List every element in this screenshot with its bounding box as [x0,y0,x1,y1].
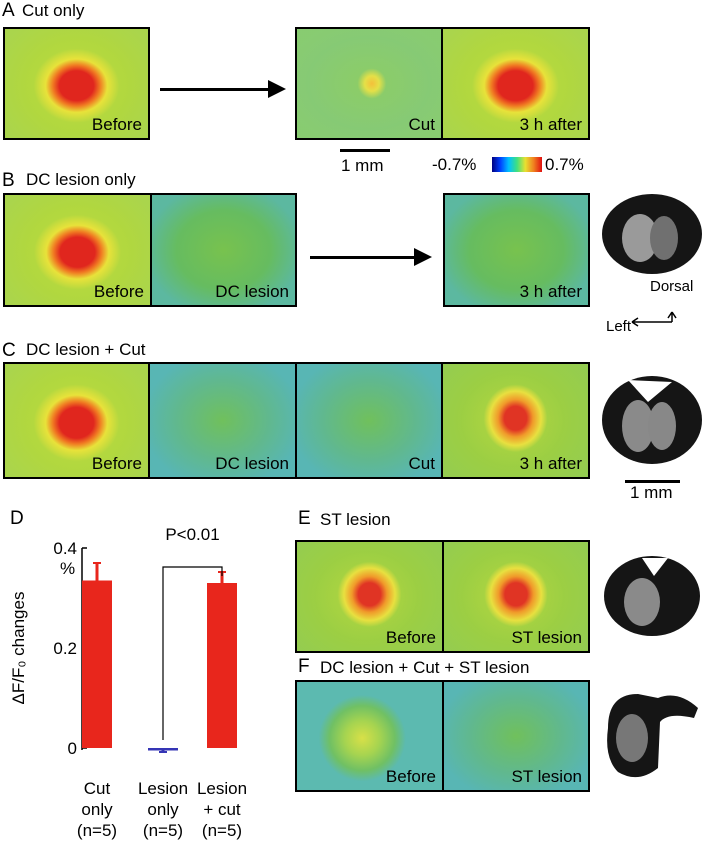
image-tile: 3 h after [443,193,590,307]
panel-letter: C [2,340,16,361]
tile-caption: 3 h after [519,115,582,134]
tile-caption: Before [93,282,144,301]
tile-caption: Cut [408,115,435,134]
y-unit: % [60,559,75,578]
image-tile: ST lesion [442,540,590,653]
axis-label: Left [606,318,632,335]
x-tick-label: Lesion only (n=5) [137,779,189,840]
panel-letter: E [298,508,311,529]
y-tick-label: 0.4 [53,539,77,558]
tile-caption: ST lesion [511,767,582,786]
x-tick-label: Cut only (n=5) [76,779,118,840]
y-tick-label: 0 [68,739,77,758]
y-axis-label: ΔF/F₀ changes [9,592,28,705]
image-tile: 3 h after [441,27,590,140]
colorbar-min: -0.7% [432,155,477,174]
y-tick-label: 0.2 [53,639,77,658]
tile-caption: Before [91,115,142,134]
colorbar [492,157,542,172]
panel-title: DC lesion + Cut [26,340,146,359]
significance-bracket [162,566,223,740]
tile-caption: DC lesion [215,282,289,301]
image-tile: Before [295,540,444,653]
image-tile: Before [295,680,444,792]
cord-image [607,694,698,778]
panel-title: ST lesion [320,510,391,529]
image-tile: 3 h after [441,362,590,479]
tile-caption: 3 h after [519,282,582,301]
tile-caption: DC lesion [215,454,289,473]
bar [148,748,178,751]
cord-image [602,376,702,464]
image-tile: ST lesion [442,680,590,792]
scale-label: 1 mm [630,483,673,502]
arrow [160,80,286,98]
tile-caption: Before [91,454,142,473]
annotation: P<0.01 [165,525,219,544]
panel-title: DC lesion only [26,170,136,189]
panel-letter: D [10,508,24,529]
tile-caption: Before [385,628,436,647]
tile-caption: Cut [408,454,435,473]
image-tile: Cut [295,27,443,140]
scale-label: 1 mm [341,156,384,175]
arrow [310,248,432,266]
image-tile: Before [3,27,150,140]
tile-caption: ST lesion [511,628,582,647]
bar [207,583,237,748]
panel-letter: A [2,0,15,21]
panel-title: DC lesion + Cut + ST lesion [320,658,530,677]
image-tile: DC lesion [150,193,297,307]
cord-image [602,194,702,327]
panel-letter: B [2,170,15,191]
bar-chart: 0 0.2 0.4% ΔF/F₀ changes P<0.01 [9,525,237,758]
image-tile: Before [3,362,150,479]
x-tick-label: Lesion + cut (n=5) [196,779,248,840]
image-tile: Cut [295,362,443,479]
scale-bar [625,480,680,483]
tile-caption: Before [385,767,436,786]
panel-letter: F [298,656,310,677]
bar [82,580,112,748]
panel-title: Cut only [22,1,85,20]
axis-label: Dorsal [650,278,694,295]
scale-bar [340,149,390,152]
image-tile: DC lesion [148,362,297,479]
cord-image [604,556,700,636]
image-tile: Before [3,193,152,307]
colorbar-max: 0.7% [545,155,584,174]
tile-caption: 3 h after [519,454,582,473]
